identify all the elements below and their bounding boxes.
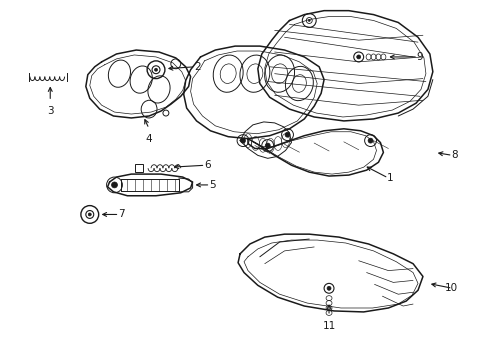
Circle shape	[368, 138, 373, 143]
FancyBboxPatch shape	[135, 164, 143, 172]
Circle shape	[241, 138, 245, 143]
Text: 8: 8	[451, 150, 458, 161]
Text: 10: 10	[444, 283, 458, 293]
Circle shape	[308, 19, 310, 22]
Text: 5: 5	[209, 180, 215, 190]
Text: 11: 11	[322, 321, 336, 331]
Text: 3: 3	[47, 106, 53, 116]
Circle shape	[357, 55, 361, 59]
Circle shape	[265, 143, 270, 148]
Circle shape	[285, 132, 290, 137]
Text: 4: 4	[146, 134, 152, 144]
Text: 9: 9	[416, 52, 423, 62]
Text: 2: 2	[194, 62, 200, 72]
Circle shape	[112, 182, 118, 188]
Circle shape	[88, 213, 91, 216]
Text: 7: 7	[118, 210, 124, 220]
Circle shape	[154, 68, 157, 71]
Text: 6: 6	[204, 160, 210, 170]
Text: 1: 1	[387, 173, 393, 183]
Circle shape	[327, 286, 331, 290]
